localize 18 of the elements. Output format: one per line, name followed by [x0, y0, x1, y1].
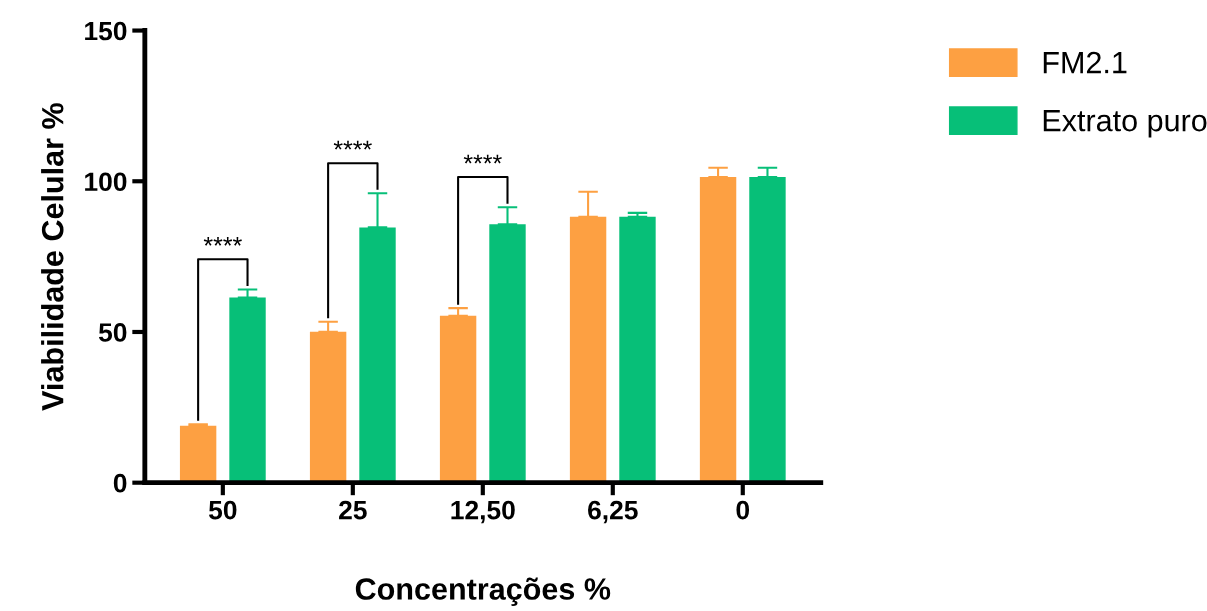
- y-tick-label: 150: [85, 21, 127, 41]
- bar: [619, 216, 656, 483]
- y-tick-label: 50: [98, 323, 127, 342]
- y-tick-label: 100: [85, 172, 127, 192]
- bar: [179, 425, 217, 483]
- legend-label: Extrato puro: [1043, 110, 1207, 138]
- x-tick-label: 25: [339, 500, 367, 520]
- y-tick-label: 0: [113, 473, 127, 493]
- y-axis-title: Viabilidade Celular %: [41, 103, 64, 411]
- x-tick-label: 0: [736, 500, 750, 520]
- x-axis-title: Concentrações %: [355, 577, 611, 606]
- annotation: ****: [463, 154, 502, 164]
- x-tick-label: 50: [208, 500, 237, 520]
- annotation: ****: [333, 140, 372, 150]
- legend-label: FM2.1: [1043, 51, 1127, 74]
- x-tick-label: 6,25: [588, 500, 638, 524]
- annotation: ****: [203, 236, 242, 246]
- x-tick-label: 12,50: [451, 500, 515, 524]
